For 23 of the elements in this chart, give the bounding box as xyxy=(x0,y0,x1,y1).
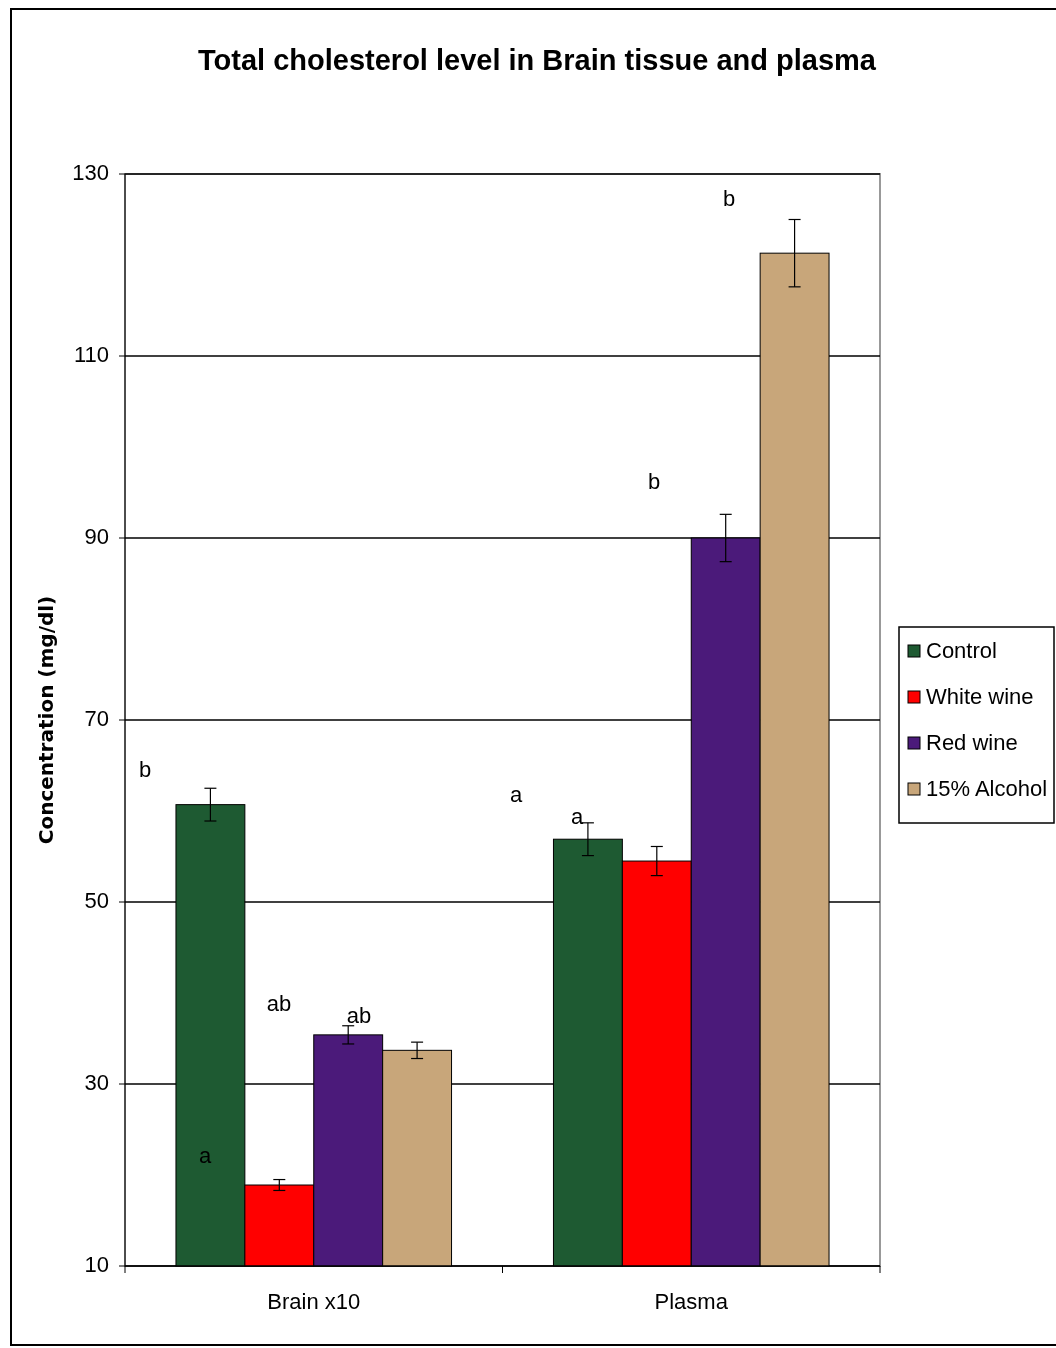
x-tick-label: Brain x10 xyxy=(267,1289,361,1314)
x-tick-label: Plasma xyxy=(654,1289,729,1314)
legend-label: White wine xyxy=(926,683,1034,709)
y-tick-label: 110 xyxy=(73,341,109,367)
y-axis-title: Concentration (mg/dl) xyxy=(34,595,58,845)
annotation: b xyxy=(647,468,661,494)
legend-label: Control xyxy=(926,637,997,663)
annotation: a xyxy=(570,803,584,829)
annotation: b xyxy=(722,185,736,211)
y-tick-label: 10 xyxy=(84,1251,109,1277)
y-tick-label: 90 xyxy=(84,523,109,549)
annotation: ab xyxy=(266,990,292,1016)
y-tick-label: 70 xyxy=(84,705,109,731)
y-tick-label: 50 xyxy=(84,887,109,913)
annotation: b xyxy=(138,756,152,782)
chart-title: Total cholesterol level in Brain tissue and plasma xyxy=(198,44,877,76)
annotation: a xyxy=(198,1142,212,1168)
y-tick-label: 130 xyxy=(72,159,109,185)
legend-label: 15% Alcohol xyxy=(926,775,1048,801)
legend-label: Red wine xyxy=(926,729,1018,755)
annotation: ab xyxy=(346,1002,372,1028)
y-tick-label: 30 xyxy=(84,1069,109,1095)
annotation: a xyxy=(509,781,523,807)
